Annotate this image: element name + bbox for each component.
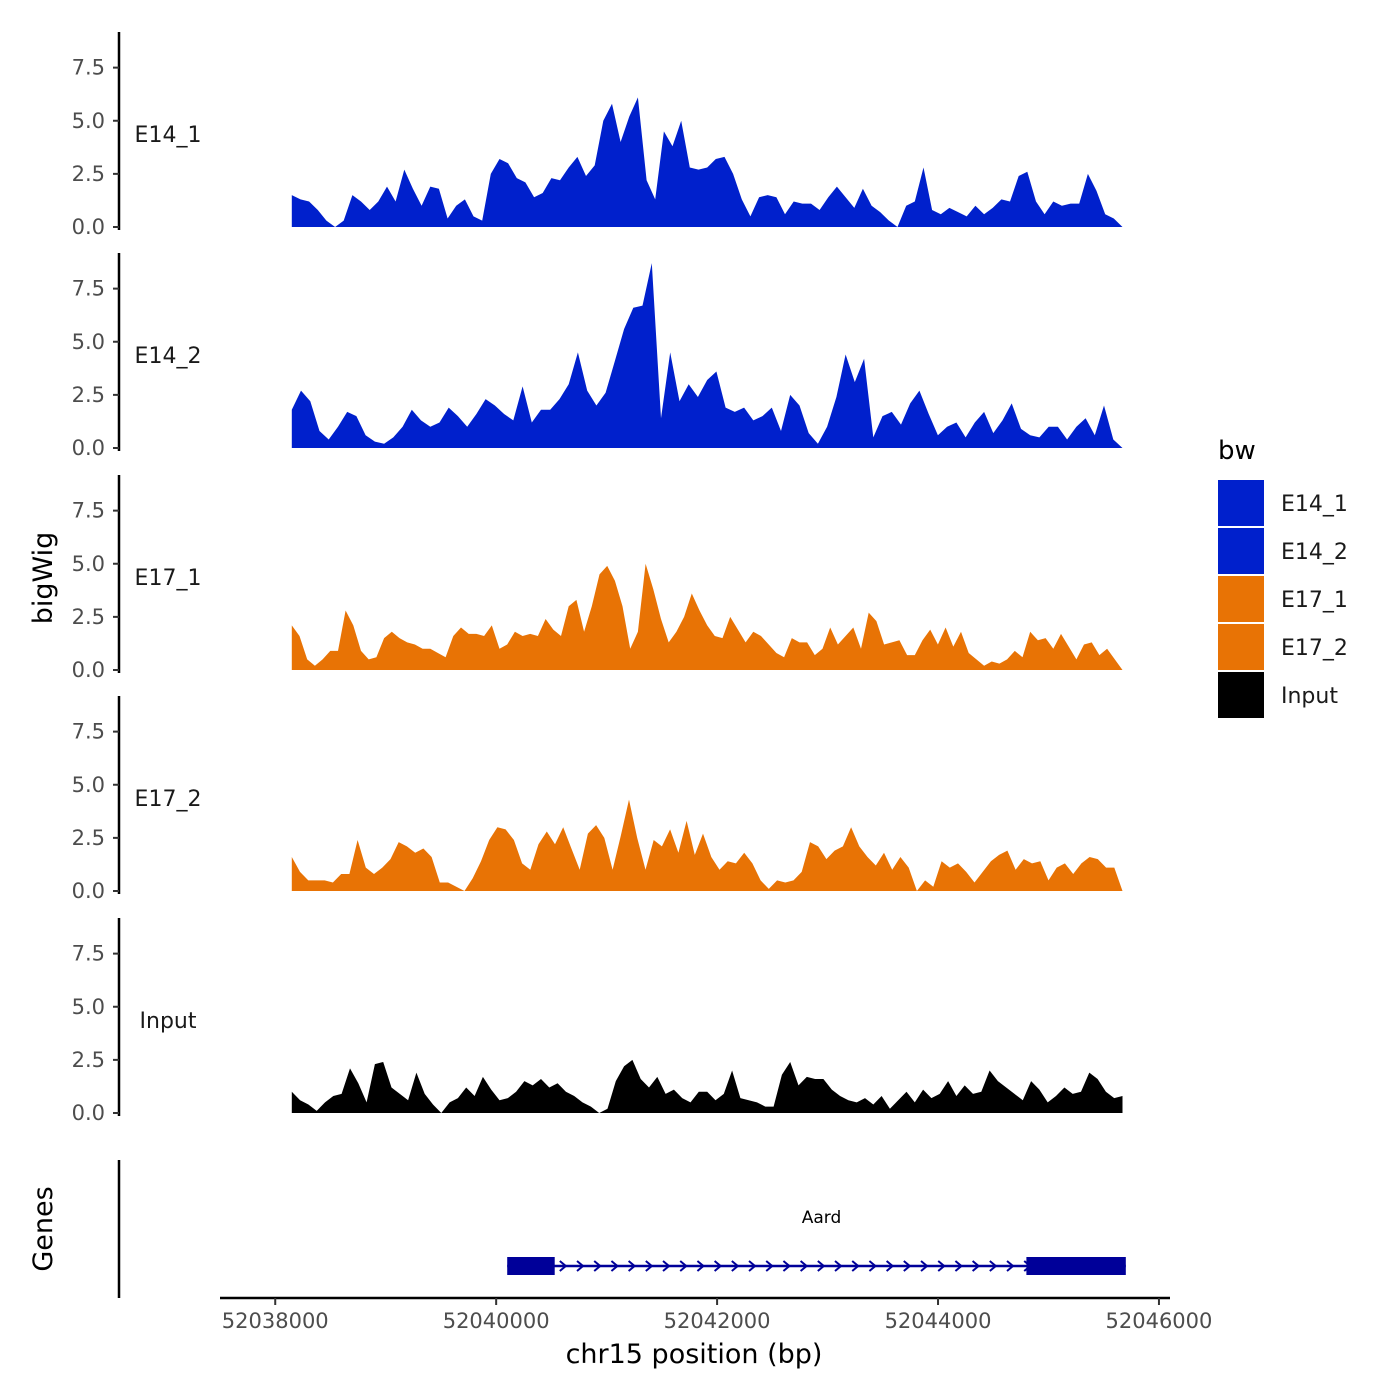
x-tick-label: 52044000 [885, 1309, 992, 1333]
gene-name: Aard [802, 1208, 842, 1228]
strand-arrow [799, 1260, 809, 1272]
strand-arrow [971, 1260, 981, 1272]
coverage-tracks: 0.0 2.5 5.0 7.5 E14_1 0.0 2.5 5.0 7.5 E14_2 0.0 2.5… [72, 32, 1123, 1125]
y-tick-label: 7.5 [72, 56, 105, 80]
strand-arrow [645, 1260, 654, 1272]
strand-arrow [817, 1260, 826, 1272]
strand-arrow [731, 1260, 740, 1272]
x-axis-title: chr15 position (bp) [566, 1339, 823, 1370]
y-tick-label: 5.0 [72, 995, 105, 1019]
legend-label: Input [1281, 684, 1338, 709]
strand-arrow [1006, 1260, 1015, 1272]
exon [1026, 1257, 1126, 1275]
track-label: E17_1 [135, 566, 202, 591]
legend-key-E14_1 [1218, 480, 1264, 526]
area-E14_1 [291, 97, 1123, 228]
strand-arrow [662, 1260, 671, 1272]
strand-arrow [834, 1260, 843, 1272]
strand-arrow [782, 1260, 791, 1272]
legend-label: E14_1 [1281, 492, 1348, 517]
strand-arrow [765, 1260, 774, 1272]
strand-arrow [610, 1260, 619, 1272]
strand-arrow [903, 1260, 912, 1272]
x-axis: 52038000 52040000 52042000 52044000 52046000 [220, 1296, 1213, 1333]
track-E14_1: 0.0 2.5 5.0 7.5 E14_1 [72, 32, 1123, 239]
y-tick-label: 7.5 [72, 720, 105, 744]
strand-arrow [627, 1260, 637, 1272]
y-tick-label: 0.0 [72, 436, 105, 460]
genes-panel: Genes Aard [28, 1160, 1126, 1298]
track-E17_2: 0.0 2.5 5.0 7.5 E17_2 [72, 696, 1123, 903]
area-E17_2 [291, 799, 1123, 891]
track-label: Input [140, 1009, 197, 1034]
y-tick-label: 7.5 [72, 499, 105, 523]
strand-arrow [937, 1260, 946, 1272]
x-tick-label: 52040000 [443, 1309, 550, 1333]
area-Input [291, 1059, 1123, 1113]
legend-key-E14_2 [1218, 528, 1264, 574]
y-tick-label: 5.0 [72, 773, 105, 797]
legend-label: E17_2 [1281, 636, 1348, 661]
strand-arrow [885, 1260, 895, 1272]
strand-arrow [576, 1260, 585, 1272]
legend-label: E17_1 [1281, 588, 1348, 613]
exon [507, 1257, 555, 1275]
legend-key-Input [1218, 672, 1264, 718]
gene-Aard: Aard [507, 1208, 1126, 1275]
x-tick-label: 52042000 [664, 1309, 771, 1333]
legend-label: E14_2 [1281, 540, 1348, 565]
y-tick-label: 2.5 [72, 826, 105, 850]
strand-arrow [989, 1260, 998, 1272]
track-label: E14_2 [135, 344, 202, 369]
strand-arrow [593, 1260, 602, 1272]
strand-arrow [954, 1260, 963, 1272]
y-tick-label: 7.5 [72, 277, 105, 301]
strand-arrow [920, 1260, 929, 1272]
y-tick-label: 7.5 [72, 942, 105, 966]
track-label: E14_1 [135, 123, 202, 148]
x-tick-label: 52046000 [1106, 1309, 1213, 1333]
strand-arrow [868, 1260, 877, 1272]
y-tick-label: 0.0 [72, 1101, 105, 1125]
legend-key-E17_1 [1218, 576, 1264, 622]
legend-key-E17_2 [1218, 624, 1264, 670]
strand-arrow [679, 1260, 688, 1272]
y-tick-label: 0.0 [72, 879, 105, 903]
y-tick-label: 0.0 [72, 658, 105, 682]
strand-arrow [851, 1260, 860, 1272]
area-E17_1 [291, 563, 1123, 670]
y-tick-label: 5.0 [72, 330, 105, 354]
y-tick-label: 2.5 [72, 1048, 105, 1072]
strand-arrow [696, 1260, 705, 1272]
y-tick-label: 2.5 [72, 383, 105, 407]
y-tick-label: 2.5 [72, 605, 105, 629]
track-label: E17_2 [135, 787, 202, 812]
strand-arrow [559, 1260, 568, 1272]
track-E14_2: 0.0 2.5 5.0 7.5 E14_2 [72, 253, 1123, 460]
y-tick-label: 0.0 [72, 215, 105, 239]
y-tick-label: 5.0 [72, 552, 105, 576]
genes-track-label: Genes [28, 1186, 59, 1271]
track-E17_1: 0.0 2.5 5.0 7.5 E17_1 [72, 475, 1123, 682]
legend: bw E14_1 E14_2 E17_1 E17_2 Input [1218, 436, 1348, 718]
area-E14_2 [291, 263, 1123, 448]
strand-arrow [713, 1260, 723, 1272]
y-tick-label: 5.0 [72, 109, 105, 133]
x-tick-label: 52038000 [222, 1309, 329, 1333]
y-tick-label: 2.5 [72, 162, 105, 186]
legend-title: bw [1218, 436, 1256, 466]
y-axis-title: bigWig [28, 532, 59, 625]
track-Input: 0.0 2.5 5.0 7.5 Input [72, 918, 1123, 1125]
strand-arrow [748, 1260, 757, 1272]
